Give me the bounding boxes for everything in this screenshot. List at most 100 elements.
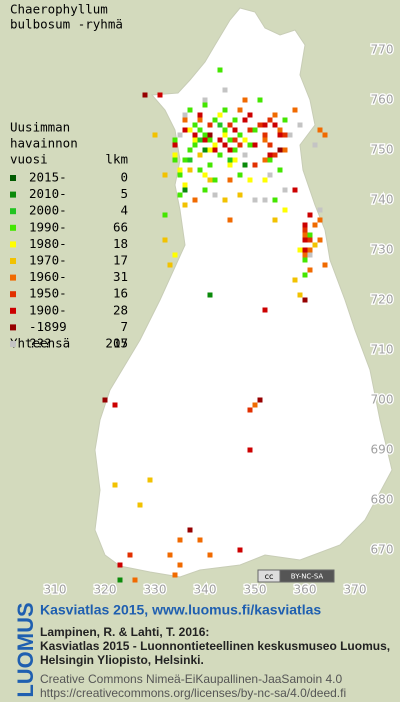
observation [217,122,223,128]
observation [222,132,228,138]
observation [137,502,143,508]
observation [177,172,183,178]
observation [282,207,288,213]
observation [252,142,258,148]
observation [202,187,208,193]
observation [277,167,283,173]
observation [227,137,233,143]
x-tick-label: 350 [244,583,267,597]
observation [247,142,253,148]
legend-swatch [10,191,16,198]
observation [207,147,213,153]
observation [292,277,298,283]
observation [267,117,273,123]
observation [207,292,213,298]
observation [242,152,248,158]
observation [242,162,248,168]
observation [317,127,323,133]
observation [287,132,293,138]
observation [232,147,238,153]
observation [172,142,178,148]
observation [192,137,198,143]
x-tick-label: 310 [44,583,67,597]
observation [182,117,188,123]
observation [257,397,263,403]
observation [262,157,268,163]
observation [177,192,183,198]
observation [227,217,233,223]
observation [117,562,123,568]
x-tick-label: 340 [194,583,217,597]
observation [262,307,268,313]
observation [277,147,283,153]
observation [302,247,308,253]
observation [297,292,303,298]
observation [152,132,158,138]
legend-label: 1980- [29,236,67,251]
observation [302,227,308,233]
observation [247,407,253,413]
observation [197,152,203,158]
legend-label: 1960- [29,269,67,284]
observation [262,122,268,128]
observation [207,137,213,143]
observation [162,172,168,178]
legend-count: 16 [113,286,128,301]
observation [112,402,118,408]
observation [217,112,223,118]
observation [247,177,253,183]
observation [192,122,198,128]
observation [192,142,198,148]
observation [112,482,118,488]
observation [302,272,308,278]
observation [132,577,138,583]
observation [222,127,228,133]
observation [237,142,243,148]
observation [222,142,228,148]
observation [252,127,258,133]
observation [282,187,288,193]
observation [237,107,243,113]
observation [317,207,323,213]
observation [292,187,298,193]
legend-swatch [10,341,16,347]
y-tick-label: 690 [371,443,394,457]
observation [322,262,328,268]
legend-count: 28 [113,302,128,317]
observation [187,157,193,163]
observation [242,97,248,103]
observation [222,197,228,203]
observation [202,132,208,138]
y-tick-label: 720 [371,293,394,307]
observation [227,177,233,183]
observation [197,112,203,118]
observation [237,192,243,198]
observation [272,152,278,158]
observation [212,147,218,153]
link[interactable]: Kasviatlas 2015, www.luomus.fi/kasviatla… [40,602,321,618]
observation [197,117,203,123]
y-tick-label: 770 [371,43,394,57]
observation [142,92,148,98]
observation [307,247,313,253]
observation [307,237,313,243]
observation [222,107,228,113]
observation [307,232,313,238]
legend-count: 15 [113,336,128,351]
observation [182,202,188,208]
legend-title: Uusimman [10,120,70,135]
observation [302,252,308,258]
observation [187,147,193,153]
observation [192,197,198,203]
x-tick-label: 320 [94,583,117,597]
license-line: Creative Commons Nimeä-EiKaupallinen-Jaa… [40,672,342,686]
license-line[interactable]: https://creativecommons.org/licenses/by-… [40,686,346,700]
observation [202,97,208,103]
observation [182,157,188,163]
observation [257,97,263,103]
observation [277,132,283,138]
badge-box [279,569,335,583]
observation [187,127,193,133]
citation-line: Lampinen, R. & Lahti, T. 2016: [40,625,209,639]
